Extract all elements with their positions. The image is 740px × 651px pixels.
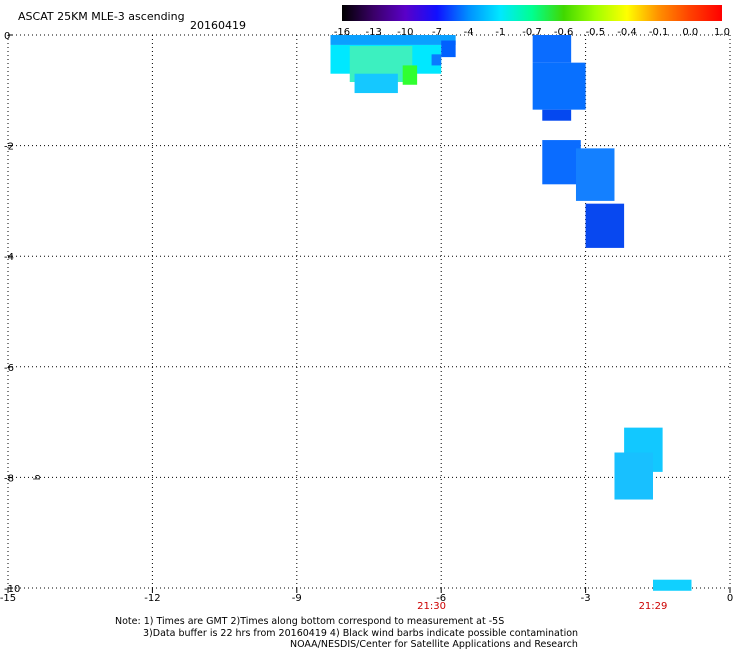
colorbar-gradient <box>342 5 722 21</box>
y-tick-label: 0 <box>4 31 10 42</box>
colorbar-label: 0.0 <box>682 27 698 38</box>
x-tick-label: -3 <box>581 593 591 604</box>
data-cell <box>402 65 418 85</box>
data-cell <box>441 40 456 58</box>
chart-date: 20160419 <box>190 19 246 32</box>
note-line-3: NOAA/NESDIS/Center for Satellite Applica… <box>290 639 578 650</box>
axis-labels: -15 -12 -9 -6 -3 0 0 -2 -4 -6 -8 -10 21:30 21:29 b <box>0 31 733 612</box>
colorbar-label: -0.1 <box>649 27 669 38</box>
x-tick-label: -9 <box>292 593 302 604</box>
y-tick-label: -2 <box>4 142 14 153</box>
data-cell <box>614 452 653 500</box>
data-cell <box>542 140 581 185</box>
colorbar-label: -4 <box>464 27 474 38</box>
colorbar-label: 1.0 <box>714 27 730 38</box>
note-line-1: Note: 1) Times are GMT 2)Times along bot… <box>115 616 505 627</box>
time-label: 21:29 <box>639 601 668 612</box>
colorbar-label: -10 <box>397 27 413 38</box>
colorbar-label: -0.5 <box>586 27 606 38</box>
colorbar-label: -0.4 <box>617 27 637 38</box>
x-tick-label: 0 <box>727 593 733 604</box>
colorbar-label: -7 <box>432 27 442 38</box>
y-tick-label: -6 <box>4 363 14 374</box>
data-cell <box>652 579 692 591</box>
grid-lines <box>7 34 731 593</box>
wind-barb-marker: b <box>33 474 43 480</box>
y-tick-label: -4 <box>4 252 14 263</box>
colorbar-label: -16 <box>334 27 350 38</box>
data-cells <box>330 35 692 591</box>
x-tick-label: -6 <box>436 593 446 604</box>
data-cell <box>575 148 615 201</box>
data-cell <box>532 35 572 63</box>
x-tick-label: -12 <box>144 593 160 604</box>
data-cell <box>330 35 456 45</box>
x-tick-label: -15 <box>0 593 16 604</box>
chart-title: ASCAT 25KM MLE-3 ascending <box>18 10 185 23</box>
data-cell <box>431 54 442 66</box>
data-cell <box>354 73 398 94</box>
y-tick-label: -10 <box>4 584 20 595</box>
data-cell <box>532 62 586 110</box>
time-label: 21:30 <box>417 601 446 612</box>
colorbar-label: -0.7 <box>522 27 542 38</box>
data-cell <box>542 109 572 121</box>
y-tick-label: -8 <box>4 473 14 484</box>
data-cell <box>585 203 625 248</box>
colorbar-label: -0.6 <box>554 27 574 38</box>
colorbar-label: -1 <box>495 27 505 38</box>
colorbar-label: -13 <box>365 27 381 38</box>
note-line-2: 3)Data buffer is 22 hrs from 20160419 4)… <box>143 628 579 639</box>
colorbar: -16 -13 -10 -7 -4 -1 -0.7 -0.6 -0.5 -0.4 -0.1 0.0 1.… <box>334 5 730 38</box>
